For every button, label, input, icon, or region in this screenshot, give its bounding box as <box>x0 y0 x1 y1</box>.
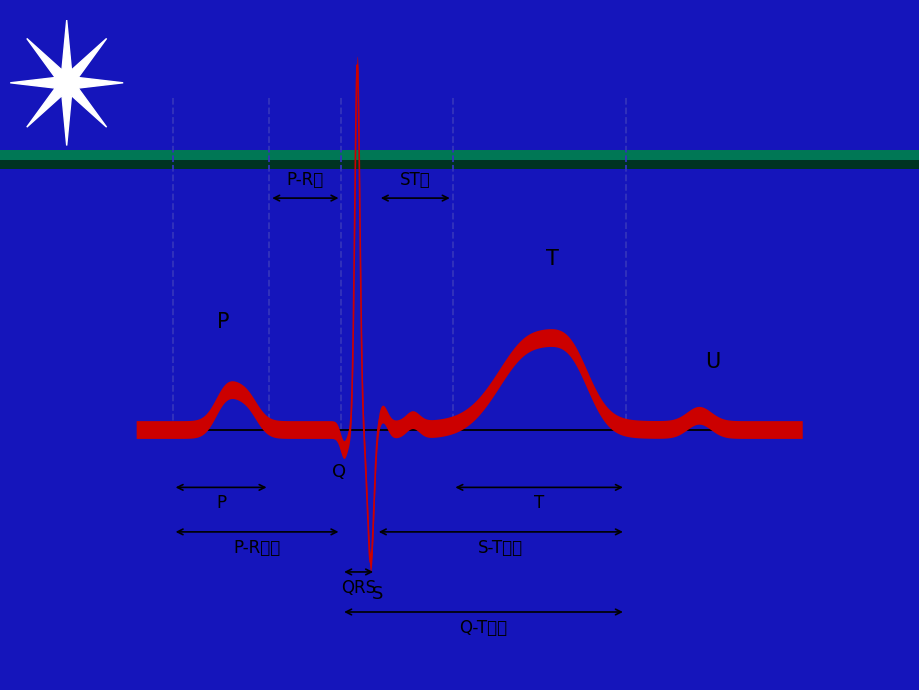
Text: S: S <box>371 585 382 603</box>
Text: T: T <box>533 494 544 512</box>
Text: ST段: ST段 <box>400 171 430 189</box>
Text: P-R间期: P-R间期 <box>233 539 280 557</box>
Text: Q: Q <box>332 463 346 481</box>
Text: T: T <box>546 249 558 269</box>
Text: QRS: QRS <box>341 579 376 597</box>
Text: Q-T间期: Q-T间期 <box>459 619 507 637</box>
Text: P-R段: P-R段 <box>287 171 323 189</box>
Text: S-T间期: S-T间期 <box>478 539 523 557</box>
Text: P: P <box>216 494 226 512</box>
Polygon shape <box>10 20 123 146</box>
Text: P: P <box>216 312 229 332</box>
Bar <box>0 160 919 169</box>
Text: U: U <box>704 352 720 372</box>
Bar <box>0 150 919 160</box>
